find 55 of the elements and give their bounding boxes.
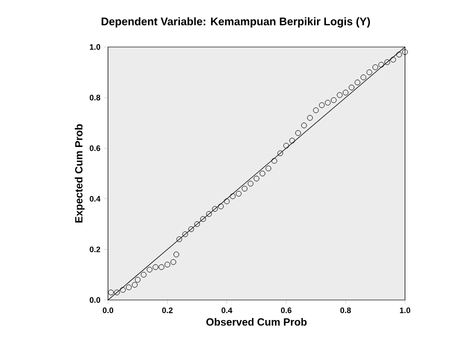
point: [146, 266, 152, 272]
point: [126, 284, 132, 290]
point: [236, 190, 242, 197]
point: [260, 170, 266, 176]
point: [390, 56, 396, 62]
point: [313, 107, 319, 114]
point: [283, 142, 290, 149]
point: [114, 290, 120, 296]
point: [271, 158, 278, 164]
point: [342, 90, 348, 96]
point: [307, 115, 313, 121]
point: [402, 49, 408, 55]
chart-title: Dependent Variable: Kemampuan Berpikir Logis (Y): [102, 17, 370, 28]
point: [218, 204, 224, 210]
point: [295, 130, 301, 136]
point: [289, 138, 295, 144]
point: [384, 59, 390, 66]
point: [324, 100, 331, 106]
point: [336, 92, 343, 98]
point: [164, 262, 170, 268]
point: [330, 97, 337, 103]
y-axis-title: Expected Cum Prob: [74, 124, 85, 222]
point: [396, 52, 402, 58]
point: [348, 84, 354, 90]
point: [108, 290, 114, 296]
point: [134, 276, 141, 283]
point: [182, 231, 188, 238]
point: [372, 64, 378, 70]
point: [224, 198, 230, 204]
point: [277, 150, 284, 156]
point: [354, 80, 360, 86]
point: [242, 186, 248, 192]
point: [254, 176, 260, 182]
point: [360, 74, 366, 80]
point: [152, 264, 158, 270]
point: [212, 206, 218, 212]
point: [173, 252, 180, 258]
point: [140, 272, 146, 278]
point: [170, 259, 176, 265]
point: [301, 122, 307, 128]
point: [132, 282, 138, 288]
point: [319, 102, 325, 108]
point: [158, 264, 164, 270]
point: [188, 226, 194, 232]
point: [206, 211, 212, 217]
point: [378, 62, 384, 68]
point: [120, 287, 126, 293]
point: [230, 193, 236, 200]
point: [248, 180, 254, 186]
point: [194, 221, 200, 227]
point: [366, 69, 372, 76]
point: [176, 236, 182, 242]
x-axis-title: Observed Cum Prob: [206, 318, 307, 326]
point: [200, 216, 206, 222]
point: [266, 166, 272, 172]
